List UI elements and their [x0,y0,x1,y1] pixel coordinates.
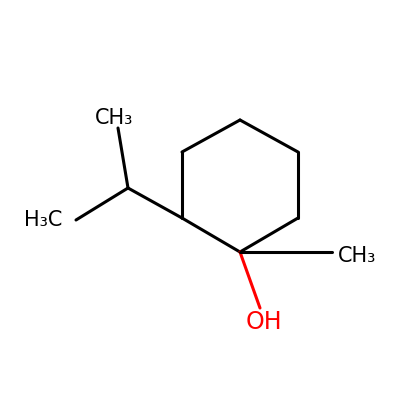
Text: OH: OH [246,310,282,334]
Text: CH₃: CH₃ [95,108,133,128]
Text: CH₃: CH₃ [338,246,376,266]
Text: H₃C: H₃C [24,210,62,230]
